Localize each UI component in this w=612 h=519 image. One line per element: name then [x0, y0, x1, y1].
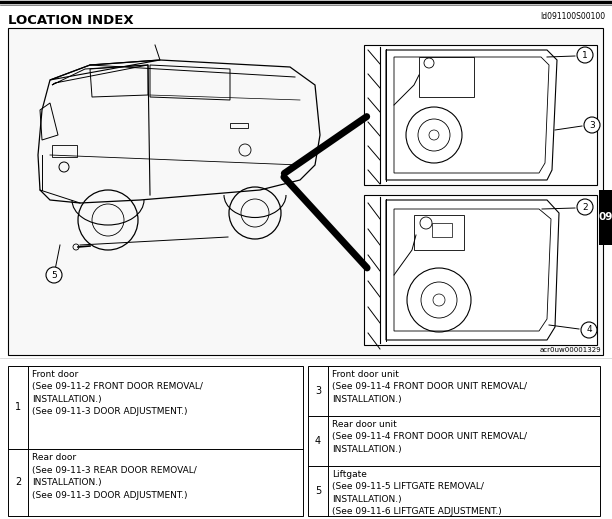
Bar — [308, 366, 600, 516]
Bar — [230, 123, 248, 128]
Text: 5: 5 — [315, 486, 321, 496]
Text: Id091100S00100: Id091100S00100 — [540, 12, 605, 21]
Bar — [52, 145, 77, 157]
Text: Front door
(See 09-11-2 FRONT DOOR REMOVAL/
INSTALLATION.)
(See 09-11-3 DOOR ADJ: Front door (See 09-11-2 FRONT DOOR REMOV… — [32, 370, 203, 417]
Bar — [8, 28, 603, 355]
Text: LOCATION INDEX: LOCATION INDEX — [8, 14, 133, 27]
Text: 4: 4 — [315, 436, 321, 446]
Text: acr0uw00001329: acr0uw00001329 — [539, 347, 601, 353]
Text: 3: 3 — [589, 120, 595, 130]
Circle shape — [577, 47, 593, 63]
Text: 4: 4 — [586, 325, 592, 335]
Circle shape — [46, 267, 62, 283]
Text: Liftgate
(See 09-11-5 LIFTGATE REMOVAL/
INSTALLATION.)
(See 09-11-6 LIFTGATE ADJ: Liftgate (See 09-11-5 LIFTGATE REMOVAL/ … — [332, 470, 502, 516]
Text: Front door unit
(See 09-11-4 FRONT DOOR UNIT REMOVAL/
INSTALLATION.): Front door unit (See 09-11-4 FRONT DOOR … — [332, 370, 527, 404]
Bar — [599, 190, 612, 245]
Text: 2: 2 — [15, 477, 21, 487]
Text: 3: 3 — [315, 386, 321, 396]
Bar — [8, 366, 303, 516]
Bar — [419, 57, 474, 97]
Text: 1: 1 — [582, 50, 588, 60]
Bar — [364, 195, 597, 345]
Text: Rear door
(See 09-11-3 REAR DOOR REMOVAL/
INSTALLATION.)
(See 09-11-3 DOOR ADJUS: Rear door (See 09-11-3 REAR DOOR REMOVAL… — [32, 453, 196, 499]
Text: 09: 09 — [599, 212, 612, 222]
Text: 2: 2 — [582, 202, 588, 212]
Circle shape — [581, 322, 597, 338]
Bar — [414, 215, 464, 250]
Text: 5: 5 — [51, 270, 57, 280]
Bar — [364, 45, 597, 185]
Bar — [432, 223, 452, 237]
Text: 1: 1 — [15, 402, 21, 412]
Circle shape — [584, 117, 600, 133]
Text: Rear door unit
(See 09-11-4 FRONT DOOR UNIT REMOVAL/
INSTALLATION.): Rear door unit (See 09-11-4 FRONT DOOR U… — [332, 420, 527, 454]
Circle shape — [577, 199, 593, 215]
